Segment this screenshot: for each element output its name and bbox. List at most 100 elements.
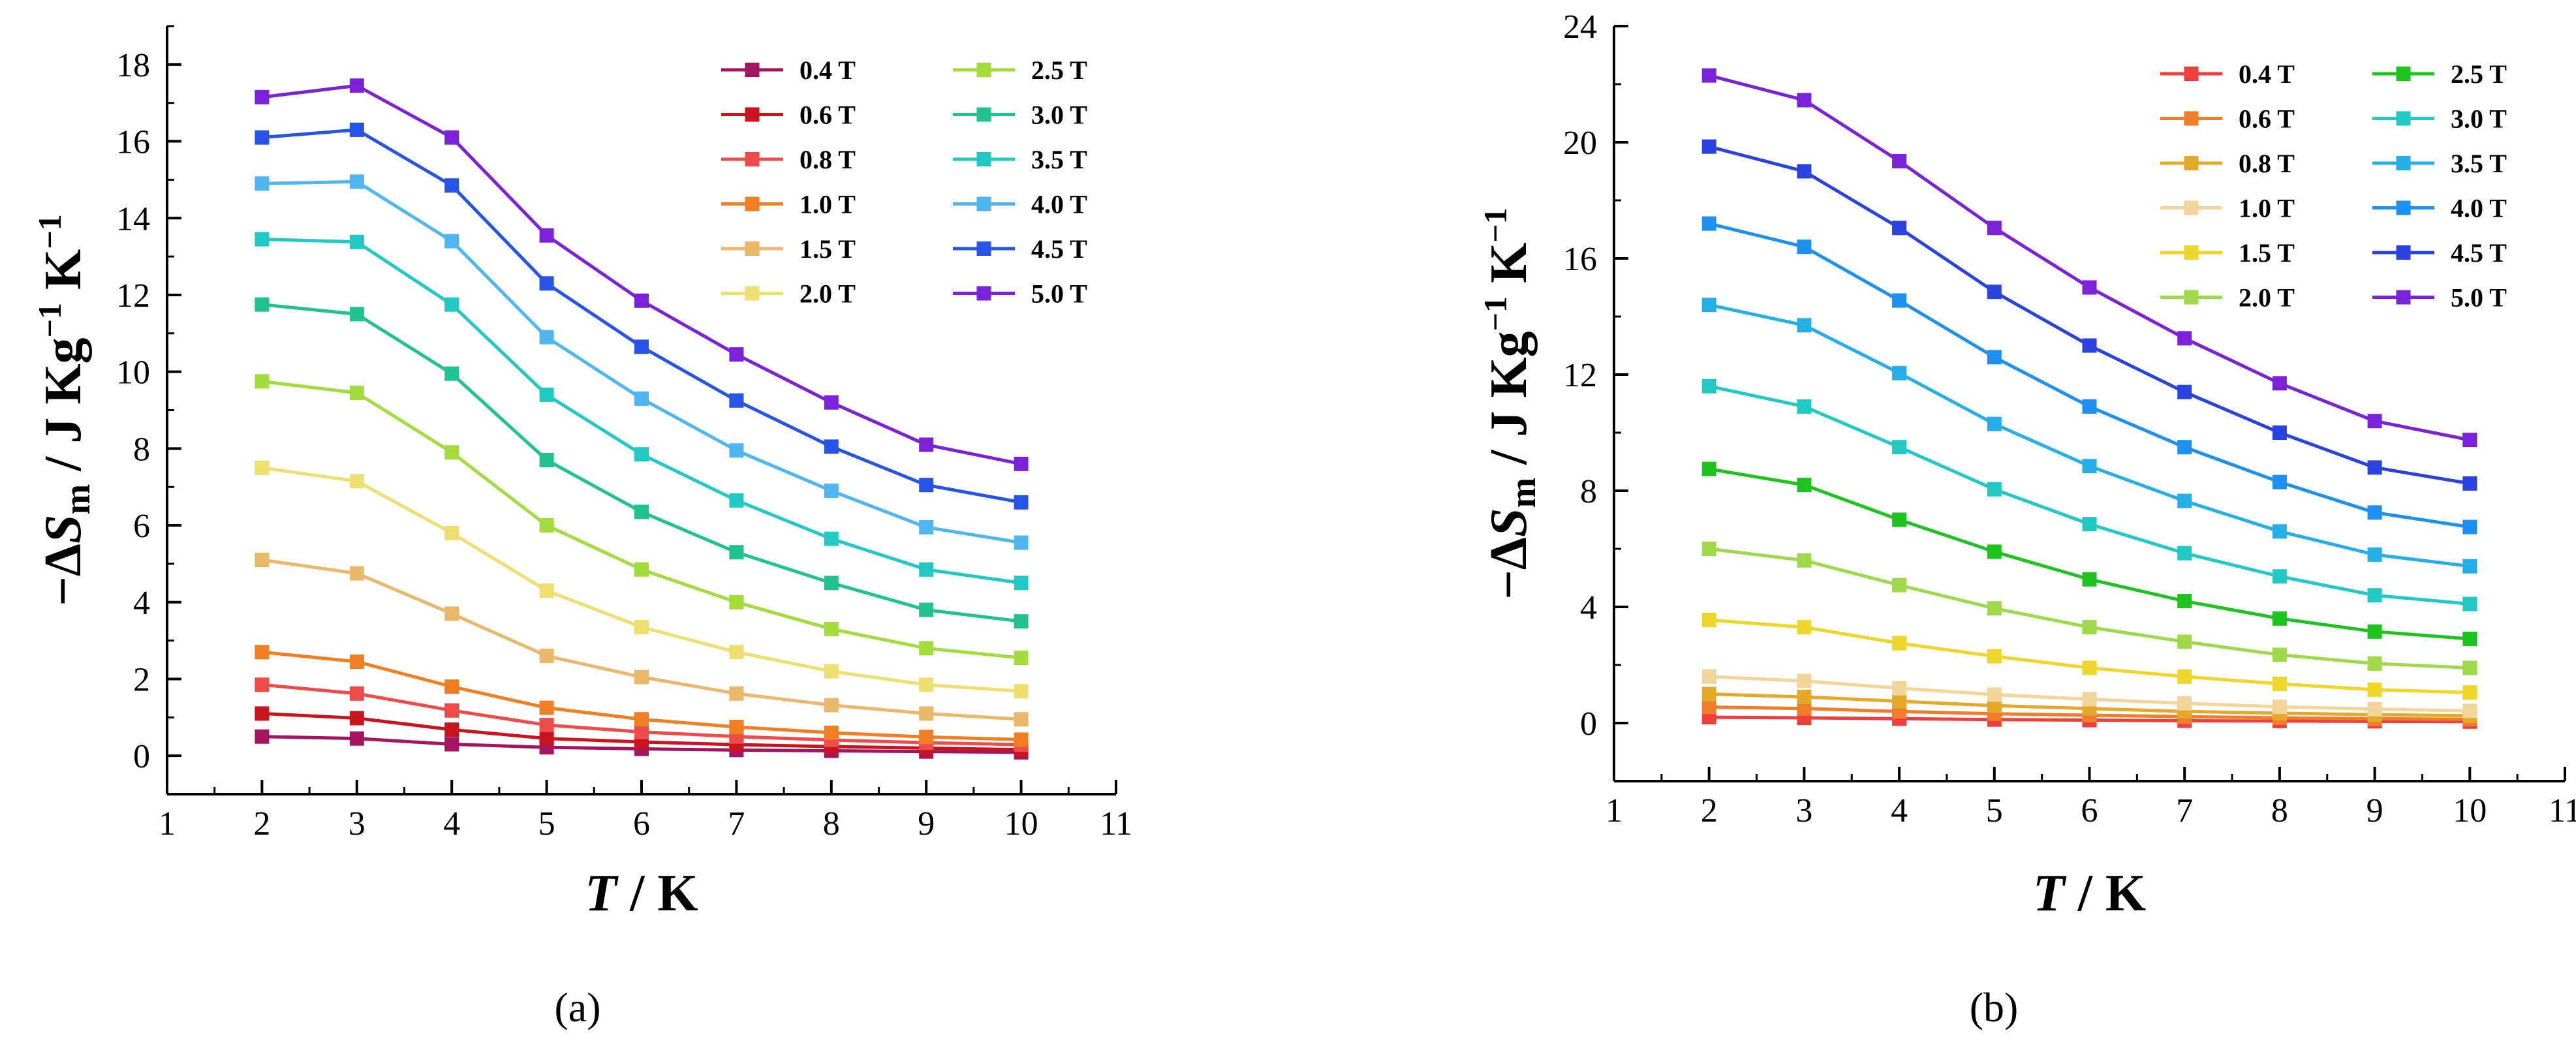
y-tick-label: 12 [1563, 357, 1597, 394]
y-axis-label-pre: −Δ [1480, 537, 1538, 600]
y-axis-label-rest: / J Kg [35, 337, 92, 484]
legend-item: 4.0 T [953, 190, 1087, 219]
y-tick-label: 20 [1563, 125, 1597, 162]
data-point [349, 686, 364, 701]
data-point [824, 484, 839, 499]
data-point [919, 641, 934, 656]
data-point [2272, 524, 2287, 539]
data-point [919, 478, 934, 493]
x-tick-label: 4 [1891, 792, 1908, 829]
data-point [2177, 331, 2192, 346]
legend-label: 5.0 T [1031, 279, 1087, 309]
y-axis-label-sub: m [57, 484, 98, 515]
data-point [1797, 478, 1812, 493]
data-point [2367, 656, 2382, 671]
data-point [2462, 559, 2477, 574]
data-point [349, 654, 364, 669]
data-point [2272, 700, 2287, 715]
data-point [729, 686, 744, 701]
data-point [1892, 365, 1907, 380]
data-point [634, 620, 649, 635]
y-tick-label: 2 [133, 661, 150, 698]
data-point [634, 339, 649, 354]
legend-item: 3.0 T [953, 100, 1087, 130]
data-point [1797, 673, 1812, 688]
data-point [1987, 687, 2002, 702]
data-point [1701, 378, 1716, 394]
legend-label: 0.4 T [799, 55, 856, 85]
legend-marker [745, 196, 760, 211]
data-point [1892, 681, 1907, 696]
data-point [2462, 660, 2477, 675]
data-point [255, 645, 270, 660]
legend-label: 2.0 T [2239, 283, 2295, 313]
data-point [1797, 164, 1812, 179]
data-point [2272, 569, 2287, 584]
data-point [634, 447, 649, 462]
legend-marker [2184, 156, 2199, 170]
legend-marker [745, 152, 760, 166]
data-point [1797, 399, 1812, 414]
y-axis-label-italic: S [1480, 508, 1538, 538]
data-point [2367, 505, 2382, 520]
legend-label: 5.0 T [2451, 283, 2507, 313]
y-tick-label: 18 [116, 47, 150, 84]
x-tick-label: 11 [2549, 792, 2576, 829]
x-tick-label: 8 [2271, 792, 2288, 829]
data-point [824, 698, 839, 713]
data-point [1892, 512, 1907, 527]
data-point [1987, 482, 2002, 497]
x-tick-label: 3 [1795, 792, 1812, 829]
data-point [919, 706, 934, 721]
y-axis-label-sup2: −1 [1477, 208, 1513, 243]
data-point [729, 594, 744, 610]
legend-item: 2.5 T [953, 55, 1087, 85]
data-point [634, 562, 649, 577]
data-point [2082, 572, 2097, 587]
x-tick-label: 5 [538, 805, 555, 842]
data-point [919, 677, 934, 692]
y-axis-label: −ΔSm / J Kg−1 K−1 [31, 214, 98, 606]
data-point [2367, 588, 2382, 603]
data-point [1014, 614, 1029, 629]
data-point [2177, 696, 2192, 711]
data-point [729, 645, 744, 660]
data-point [824, 439, 839, 454]
data-point [1014, 535, 1029, 550]
data-point [255, 297, 270, 312]
y-axis-label-mid: K [35, 249, 92, 303]
y-axis-label-sup1: −1 [1477, 296, 1513, 332]
legend-marker [2396, 290, 2411, 305]
data-point [1701, 68, 1716, 83]
data-point [2177, 669, 2192, 684]
legend-item: 5.0 T [2372, 283, 2507, 313]
data-point [2177, 440, 2192, 455]
data-point [349, 174, 364, 189]
legend-label: 0.6 T [799, 100, 856, 130]
data-point [255, 706, 270, 721]
legend-label: 3.0 T [2451, 104, 2507, 134]
data-point [349, 474, 364, 489]
y-tick-label: 24 [1563, 8, 1597, 46]
data-point [2177, 493, 2192, 508]
legend-marker [2184, 111, 2199, 126]
data-point [634, 391, 649, 406]
data-point [1797, 318, 1812, 333]
data-point [444, 679, 459, 694]
data-point [255, 89, 270, 104]
legend-label: 1.5 T [799, 234, 856, 264]
panel-caption: (b) [1970, 984, 2019, 1030]
data-point [1797, 553, 1812, 568]
series-line-25t [1709, 467, 2470, 641]
data-point [2082, 399, 2097, 414]
data-point [1014, 712, 1029, 727]
data-point [2082, 459, 2097, 474]
data-point [539, 700, 554, 715]
data-point [919, 730, 934, 745]
legend-label: 2.5 T [2451, 59, 2507, 89]
legend-item: 4.5 T [2372, 238, 2507, 268]
data-point [539, 387, 554, 402]
data-point [2462, 703, 2477, 718]
